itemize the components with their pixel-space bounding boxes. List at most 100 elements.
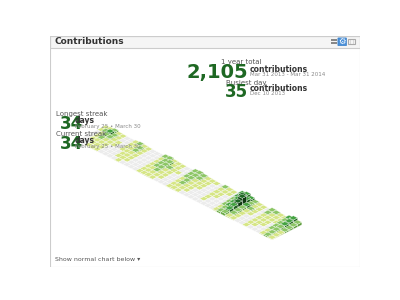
Polygon shape [191,188,195,190]
Polygon shape [127,153,131,156]
Polygon shape [195,190,200,193]
Polygon shape [242,207,246,212]
Polygon shape [242,218,246,220]
Polygon shape [238,196,242,208]
Polygon shape [225,194,230,197]
Polygon shape [280,226,285,231]
Polygon shape [106,134,110,139]
Polygon shape [110,133,118,137]
Polygon shape [144,168,153,172]
Polygon shape [191,178,195,182]
Polygon shape [204,186,212,190]
Polygon shape [217,187,225,191]
Polygon shape [114,140,118,143]
Polygon shape [136,169,144,173]
Polygon shape [208,196,212,199]
Polygon shape [242,191,251,196]
Polygon shape [259,220,264,223]
Polygon shape [93,142,97,145]
Polygon shape [178,190,182,193]
Polygon shape [285,219,293,223]
Polygon shape [208,206,217,210]
Polygon shape [276,223,280,227]
Polygon shape [157,154,166,158]
Polygon shape [221,199,225,201]
Polygon shape [93,138,102,142]
Polygon shape [140,146,144,149]
Polygon shape [225,206,234,210]
Polygon shape [187,176,195,180]
Polygon shape [187,190,191,193]
Text: 35: 35 [224,83,248,101]
Polygon shape [234,196,242,200]
Polygon shape [182,180,187,184]
Polygon shape [191,181,195,184]
Polygon shape [191,197,200,201]
Polygon shape [80,141,84,143]
Polygon shape [225,188,234,192]
Polygon shape [93,145,97,147]
Polygon shape [187,169,195,173]
Polygon shape [144,152,153,156]
Polygon shape [118,134,127,138]
Polygon shape [102,149,106,152]
Polygon shape [200,183,204,186]
Polygon shape [84,141,89,143]
Polygon shape [264,232,272,236]
Polygon shape [204,203,212,208]
Polygon shape [259,207,264,210]
Polygon shape [195,190,204,195]
Polygon shape [238,216,242,218]
Polygon shape [148,172,153,175]
Polygon shape [136,167,140,169]
Polygon shape [276,224,285,229]
Polygon shape [200,181,204,184]
Polygon shape [178,175,182,177]
Polygon shape [89,132,97,136]
Polygon shape [204,176,208,179]
Polygon shape [93,147,102,151]
Polygon shape [217,208,225,212]
Polygon shape [131,160,136,162]
Polygon shape [230,199,238,204]
Polygon shape [264,234,268,238]
Polygon shape [89,138,93,141]
Polygon shape [136,169,140,171]
Polygon shape [187,180,191,184]
Polygon shape [276,235,280,238]
Polygon shape [110,152,118,156]
Polygon shape [153,163,161,167]
Polygon shape [144,166,148,169]
Polygon shape [110,156,114,158]
Polygon shape [148,164,153,166]
Polygon shape [182,178,187,182]
Polygon shape [221,205,230,209]
Polygon shape [221,201,225,203]
Polygon shape [259,232,264,236]
Polygon shape [204,190,208,193]
Polygon shape [153,164,157,166]
Polygon shape [212,181,217,184]
Polygon shape [264,212,268,216]
Polygon shape [191,171,195,175]
Polygon shape [268,230,276,234]
Polygon shape [140,162,144,164]
Polygon shape [140,170,148,175]
Polygon shape [118,151,127,155]
Polygon shape [97,140,102,143]
Polygon shape [264,222,268,225]
Polygon shape [110,145,114,147]
Polygon shape [114,149,123,154]
Polygon shape [289,225,293,229]
Polygon shape [123,158,131,162]
Polygon shape [157,169,161,173]
Polygon shape [285,224,289,229]
Polygon shape [259,222,264,225]
Polygon shape [255,205,259,208]
Polygon shape [268,223,276,227]
Polygon shape [102,137,106,141]
Polygon shape [255,220,264,224]
Polygon shape [276,226,280,231]
Polygon shape [212,199,221,203]
Polygon shape [259,209,264,212]
